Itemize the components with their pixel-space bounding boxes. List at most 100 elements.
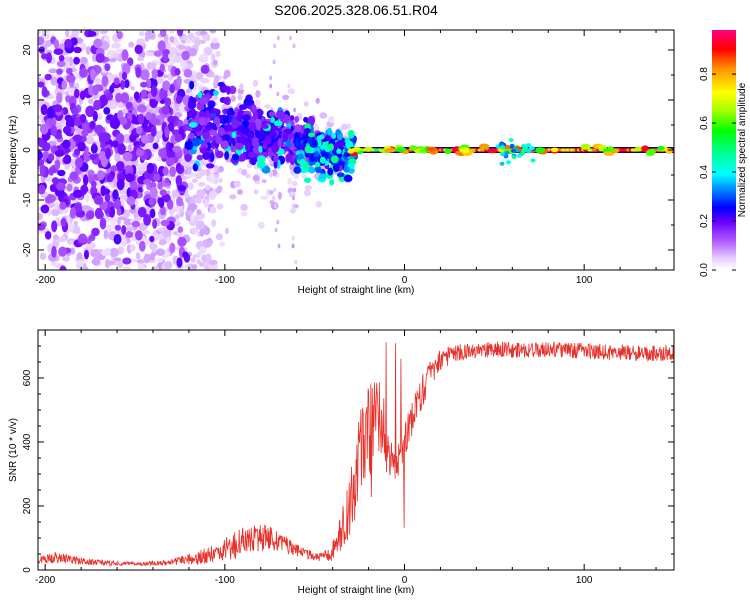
noise-speck (273, 188, 276, 193)
spectral-blob (150, 187, 158, 198)
spectral-blob (141, 89, 147, 99)
spectral-blob (135, 45, 143, 54)
spectral-blob (56, 92, 62, 103)
spectral-blob (114, 234, 122, 245)
colorbar-gradient (712, 30, 736, 270)
spectral-blob (46, 107, 54, 119)
noise-speck (225, 228, 229, 235)
noise-speck (136, 38, 145, 46)
noise-speck (174, 55, 181, 63)
spectral-blob (175, 68, 181, 76)
spectral-blob (136, 149, 144, 156)
noise-speck (272, 196, 275, 201)
spectral-blob (117, 178, 125, 190)
spectral-blob (66, 74, 75, 82)
noise-speck (162, 230, 172, 237)
spectral-blob (138, 207, 147, 217)
snr-panel: -200 -100 0 100 0200400600 Height of straig… (8, 330, 674, 596)
noise-speck (197, 210, 201, 215)
spectral-blob (224, 151, 229, 160)
spectral-blob (220, 140, 229, 149)
noise-speck (170, 36, 175, 43)
noise-speck (111, 43, 117, 48)
spectral-blob (506, 160, 511, 164)
noise-speck (292, 244, 295, 249)
noise-speck (151, 266, 159, 273)
snr-x-tick-label: 100 (576, 575, 593, 586)
noise-speck (172, 189, 177, 198)
noise-speck (269, 84, 272, 89)
spectral-blob (242, 114, 251, 121)
snr-frame (38, 330, 674, 570)
spectral-blob (184, 69, 193, 78)
spectral-blob (170, 166, 177, 177)
spectral-blob (45, 74, 52, 81)
noise-speck (211, 219, 216, 227)
spectral-blob (126, 196, 135, 205)
spectral-blob (91, 181, 97, 188)
spectral-blob (110, 118, 120, 129)
spectral-blob (182, 251, 188, 257)
noise-speck (219, 242, 225, 247)
noise-speck (191, 257, 196, 262)
spectral-blob (294, 141, 301, 148)
spectral-blob (331, 133, 336, 139)
spectral-blob (126, 173, 135, 182)
noise-speck (188, 203, 198, 211)
spectral-blob (61, 80, 67, 90)
carrier-peak (604, 151, 614, 156)
spectral-blob (293, 166, 301, 173)
spectral-blob (336, 141, 345, 148)
spectral-blob (294, 116, 299, 123)
spectral-blob (46, 52, 52, 63)
noise-speck (274, 204, 277, 209)
spectral-blob (209, 130, 217, 136)
spectral-blob (319, 134, 324, 139)
noise-speck (254, 189, 259, 194)
noise-speck (151, 62, 157, 69)
spectrogram-y-label: Frequency (Hz) (8, 116, 19, 185)
colorbar-tick-label: 0.0 (699, 263, 710, 277)
noise-speck (187, 182, 193, 190)
spectral-blob (112, 140, 118, 147)
spectral-blob (178, 226, 184, 233)
spectral-blob (269, 111, 276, 117)
spectral-blob (199, 117, 205, 126)
spectral-blob (55, 150, 65, 157)
noise-speck (287, 178, 292, 185)
spectral-blob (188, 110, 197, 118)
noise-speck (241, 169, 247, 176)
spectral-blob (500, 152, 505, 156)
spectral-blob (243, 120, 250, 126)
spectrogram-x-tick-label: -200 (35, 275, 55, 286)
spectral-blob (304, 178, 311, 183)
noise-speck (258, 222, 265, 229)
spectral-blob (177, 257, 183, 267)
noise-speck (253, 80, 259, 87)
spectral-blob (135, 230, 143, 240)
spectral-blob (331, 155, 339, 163)
noise-speck (77, 260, 84, 266)
noise-speck (178, 44, 186, 49)
spectral-blob (114, 199, 121, 210)
snr-x-tick-label: -200 (35, 575, 55, 586)
noise-speck (218, 166, 224, 173)
spectral-blob (189, 81, 194, 90)
spectral-blob (51, 246, 57, 258)
noise-speck (255, 90, 260, 98)
noise-speck (65, 30, 70, 37)
spectral-blob (185, 154, 192, 162)
spectral-blob (337, 172, 345, 177)
noise-speck (163, 74, 168, 78)
noise-speck (125, 226, 134, 231)
spectral-blob (160, 2, 166, 10)
spectral-blob (151, 85, 157, 97)
spectral-blob (55, 160, 61, 170)
spectral-blob (308, 132, 315, 137)
spectral-blob (78, 234, 87, 244)
spectral-blob (336, 149, 341, 154)
noise-speck (134, 217, 142, 222)
noise-speck (273, 60, 276, 65)
spectrogram-y-tick-label: -20 (22, 242, 33, 257)
noise-speck (239, 83, 244, 90)
